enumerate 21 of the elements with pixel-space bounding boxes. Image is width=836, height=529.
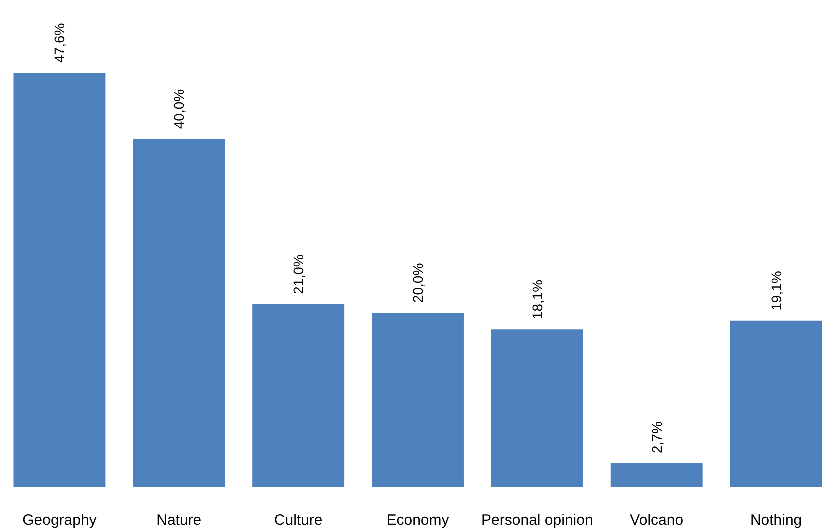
x-tick-label: Nothing [750,512,802,529]
data-label: 2,7% [648,422,665,454]
data-label: 47,6% [52,23,68,63]
bar [730,320,822,487]
data-label: 19,1% [768,271,784,311]
bar [14,73,106,487]
data-label: 21,0% [290,254,307,294]
bar [372,313,464,487]
data-label: 20,0% [410,263,426,304]
x-tick-label: Volcano [630,512,684,529]
x-tick-label: Culture [274,512,323,529]
x-tick-label: Economy [386,512,450,529]
x-tick-label: Personal opinion [482,512,594,529]
data-label: 40,0% [171,89,188,130]
x-tick-label: Nature [156,512,202,529]
bar [252,304,345,487]
bar [491,330,584,487]
bar [610,464,703,487]
bar [133,139,226,487]
x-tick-label: Geography [22,512,98,529]
data-label: 18,1% [529,280,546,320]
